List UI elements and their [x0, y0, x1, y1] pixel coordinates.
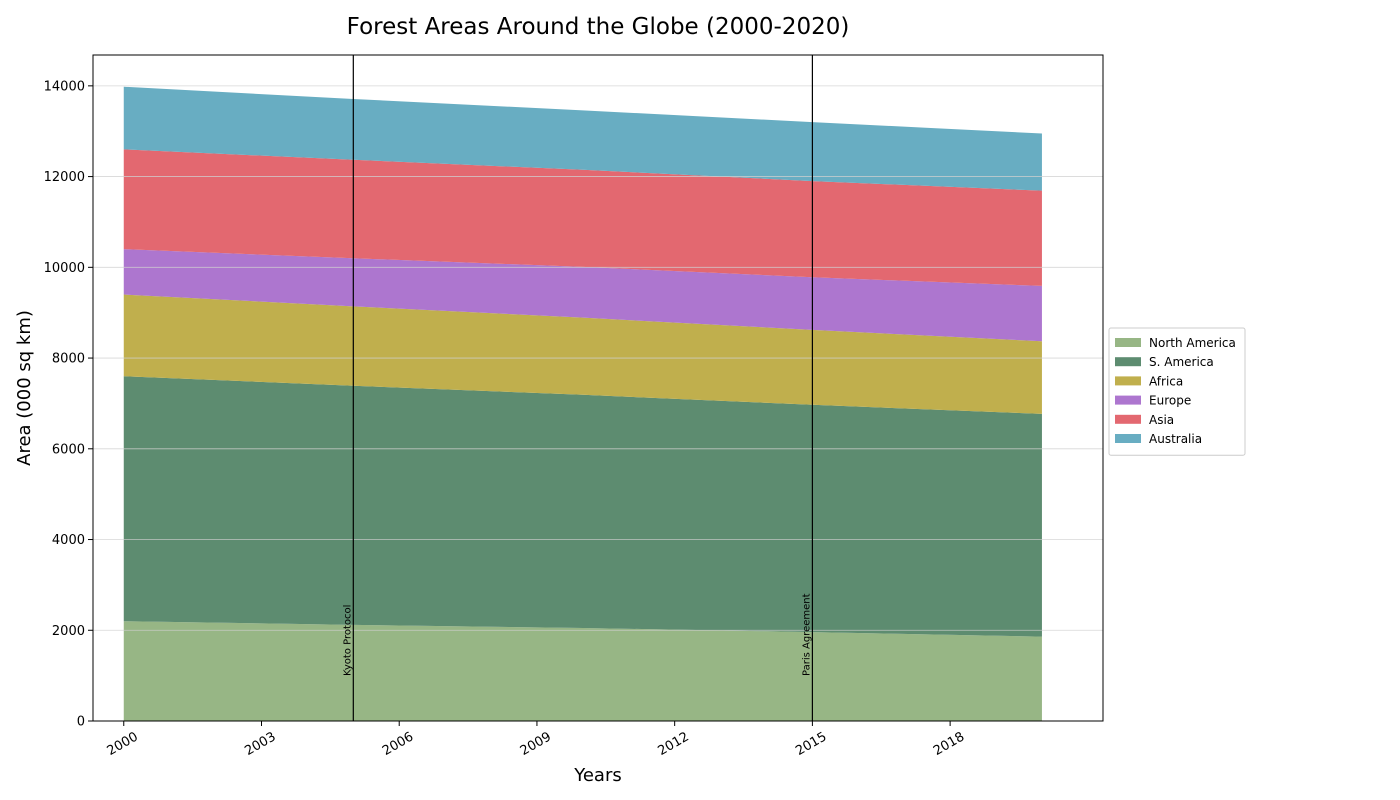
- legend: North America S. America Africa Europe Asia A…: [1108, 327, 1246, 456]
- y-tick-label: 14000: [44, 79, 85, 94]
- x-tick-label: 2018: [931, 729, 967, 759]
- legend-label-s-america: S. America: [1149, 355, 1214, 369]
- legend-swatch-asia: [1115, 414, 1141, 424]
- legend-label-europe: Europe: [1149, 394, 1191, 408]
- y-tick-label: 8000: [52, 352, 85, 367]
- legend-label-asia: Asia: [1149, 413, 1174, 427]
- x-tick-label: 2009: [518, 729, 554, 759]
- plot-frame: [92, 54, 1104, 722]
- legend-swatch-s-america: [1115, 357, 1141, 367]
- y-tick-label: 10000: [44, 261, 85, 276]
- x-tick-label: 2003: [242, 729, 278, 759]
- x-tick-label: 2000: [105, 729, 141, 759]
- y-axis-label: Area (000 sq km): [14, 310, 35, 466]
- annotation-label: Paris Agreement: [801, 593, 812, 676]
- x-tick-label: 2012: [656, 729, 692, 759]
- y-tick-label: 2000: [52, 624, 85, 639]
- chart-title: Forest Areas Around the Globe (2000-2020…: [347, 14, 850, 40]
- annotation-label: Kyoto Protocol: [342, 605, 353, 676]
- y-tick-label: 6000: [52, 442, 85, 457]
- legend-swatch-europe: [1115, 395, 1141, 405]
- legend-label-north-america: North America: [1149, 336, 1236, 350]
- area-s-america: [123, 376, 1042, 637]
- x-axis-label: Years: [573, 765, 622, 786]
- legend-label-australia: Australia: [1149, 432, 1202, 446]
- y-tick-label: 4000: [52, 533, 85, 548]
- area-north-america: [123, 621, 1042, 721]
- x-tick-label: 2015: [793, 729, 829, 759]
- y-tick-label: 12000: [44, 170, 85, 185]
- legend-swatch-australia: [1115, 434, 1141, 443]
- legend-swatch-africa: [1115, 376, 1141, 386]
- legend-label-africa: Africa: [1149, 374, 1183, 388]
- legend-box: [1108, 327, 1246, 456]
- y-tick-label: 0: [77, 715, 85, 730]
- legend-swatch-north-america: [1115, 338, 1141, 347]
- x-tick-label: 2006: [380, 729, 416, 759]
